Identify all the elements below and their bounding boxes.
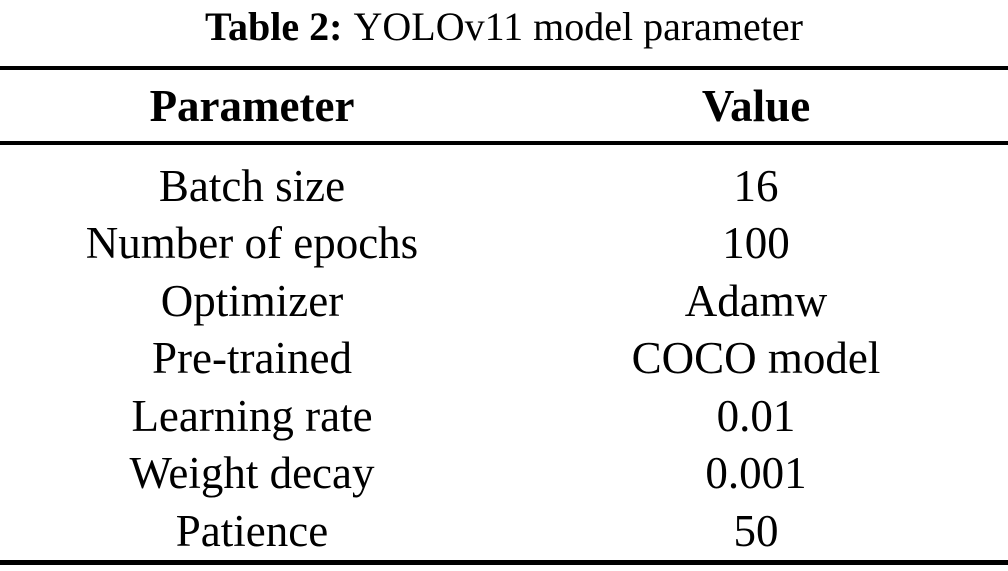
value-cell: 0.001 (705, 448, 807, 499)
parameter-cell: Batch size (158, 160, 346, 211)
table-row-optimizer: Optimizer Adamw (0, 272, 1008, 330)
parameter-cell: Pre-trained (152, 333, 352, 384)
parameter-cell: Patience (175, 505, 329, 556)
table-row-patience: Patience 50 (0, 502, 1008, 560)
value-cell: 100 (722, 218, 790, 269)
parameter-cell: Number of epochs (85, 218, 419, 269)
table-row-epochs: Number of epochs 100 (0, 215, 1008, 273)
value-cell: 0.01 (716, 390, 796, 441)
model-parameters-table: Parameter Value Batch size 16 Number of … (0, 66, 1008, 565)
value-cell: 16 (733, 160, 779, 211)
table-caption-title: YOLOv11 model parameter (353, 4, 803, 49)
table-caption: Table 2: YOLOv11 model parameter (0, 0, 1008, 66)
value-cell: 50 (733, 505, 779, 556)
column-header-parameter: Parameter (149, 80, 355, 131)
value-cell: COCO model (631, 333, 881, 384)
column-header-value: Value (701, 80, 811, 131)
table-body: Batch size 16 Number of epochs 100 Optim… (0, 145, 1008, 565)
value-cell: Adamw (684, 275, 828, 326)
table-row-weight-decay: Weight decay 0.001 (0, 445, 1008, 503)
table-header-row: Parameter Value (0, 70, 1008, 145)
parameter-cell: Weight decay (129, 448, 375, 499)
table-row-batch-size: Batch size 16 (0, 157, 1008, 215)
table-caption-label: Table 2: (205, 4, 343, 49)
table-row-pretrained: Pre-trained COCO model (0, 330, 1008, 388)
table-row-learning-rate: Learning rate 0.01 (0, 387, 1008, 445)
parameter-cell: Learning rate (131, 390, 373, 441)
parameter-cell: Optimizer (160, 275, 344, 326)
